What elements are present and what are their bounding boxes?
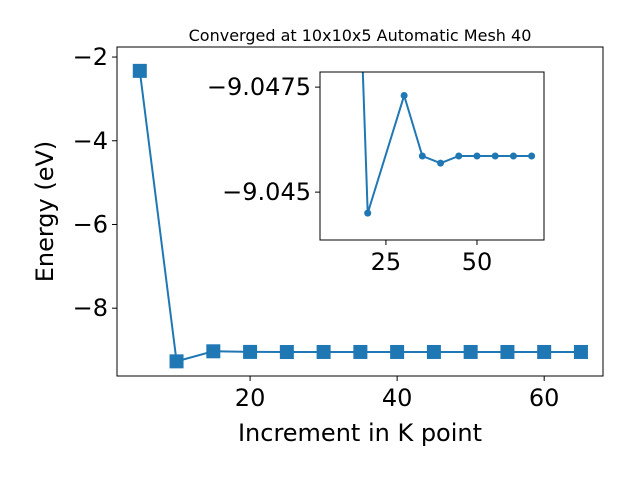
marker	[509, 152, 517, 160]
x-tick-label: 50	[462, 248, 493, 276]
marker	[491, 152, 499, 160]
series-line	[361, 72, 532, 214]
marker	[206, 344, 221, 359]
y-axis-label: Energy (eV)	[31, 141, 59, 283]
x-axis-label: Increment in K point	[238, 419, 482, 447]
marker	[353, 344, 368, 359]
axes-frame	[116, 46, 604, 377]
axes-frame	[319, 71, 545, 241]
marker	[243, 344, 258, 359]
y-tick-label: −9.045	[222, 178, 311, 206]
y-tick-label: −9.0475	[207, 73, 311, 101]
x-tick-label: 40	[382, 384, 413, 412]
marker	[473, 152, 481, 160]
marker	[418, 152, 426, 160]
y-tick-label: −4	[73, 127, 108, 155]
chart-title: Converged at 10x10x5 Automatic Mesh 40	[189, 26, 532, 45]
marker	[426, 344, 441, 359]
y-tick-label: −8	[73, 294, 108, 322]
x-tick-label: 20	[235, 384, 266, 412]
x-tick-label: 60	[529, 384, 560, 412]
marker	[463, 344, 478, 359]
marker	[437, 159, 445, 167]
marker	[537, 344, 552, 359]
marker	[279, 345, 294, 360]
marker	[455, 152, 463, 160]
marker	[316, 344, 331, 359]
marker	[528, 152, 536, 160]
marker	[390, 344, 405, 359]
plot-content	[132, 63, 588, 369]
marker	[400, 92, 408, 100]
marker	[364, 209, 372, 217]
marker	[573, 344, 588, 359]
marker	[169, 354, 184, 369]
y-tick-label: −2	[73, 43, 108, 71]
x-tick-label: 25	[371, 248, 402, 276]
plot-content	[361, 72, 536, 217]
marker	[132, 63, 147, 78]
y-tick-label: −6	[73, 210, 108, 238]
marker	[500, 344, 515, 359]
